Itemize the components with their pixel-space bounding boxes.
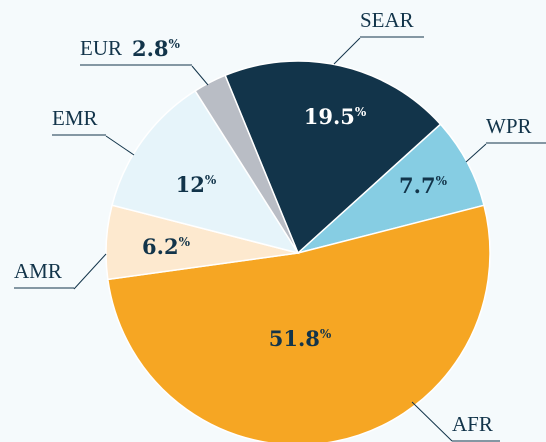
value-label: 51.8% [269, 326, 332, 351]
category-label: SEAR [360, 8, 414, 32]
value-label: 2.8% [132, 36, 181, 61]
leader-line [333, 37, 361, 65]
category-label: EMR [52, 106, 98, 130]
pie-slice [297, 123, 485, 254]
leader-line [105, 135, 135, 156]
pie-slice [194, 74, 299, 254]
value-label: 6.2% [142, 234, 191, 259]
pie-slice [111, 89, 300, 255]
category-label: EUR [80, 36, 122, 60]
leader-line [191, 65, 209, 86]
value-label: 19.5% [304, 104, 367, 129]
leader-line [73, 253, 107, 290]
value-label: 12% [176, 172, 217, 197]
category-label: WPR [486, 114, 532, 138]
value-label: 7.7% [399, 173, 448, 198]
leader-line [465, 143, 487, 163]
category-label: AMR [14, 259, 62, 283]
leader-line [411, 401, 453, 442]
category-label: AFR [452, 412, 493, 436]
pie-slice [106, 204, 491, 442]
